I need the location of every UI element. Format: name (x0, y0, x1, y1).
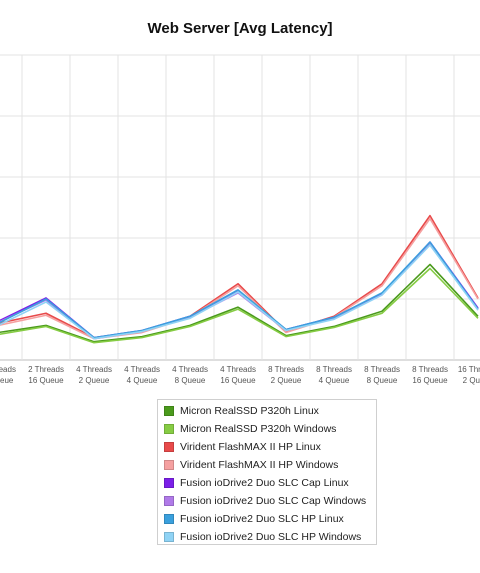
x-tick-label: 4 Threads 8 Queue (172, 365, 208, 385)
x-tick-label: 4 Threads 16 Queue (220, 365, 256, 385)
legend-label: Micron RealSSD P320h Windows (180, 423, 337, 435)
legend-swatch (164, 496, 174, 506)
series-line-4 (0, 217, 479, 340)
chart-title: Web Server [Avg Latency] (147, 20, 333, 37)
series-lines (0, 214, 479, 344)
legend-entry: Virident FlashMAX II HP Windows (164, 456, 376, 474)
legend-swatch (164, 478, 174, 488)
series-line-8 (0, 244, 479, 340)
series-line-7 (0, 241, 479, 339)
x-tick-label: 4 Threads 2 Queue (76, 365, 112, 385)
legend-label: Fusion ioDrive2 Duo SLC Cap Windows (180, 495, 367, 507)
legend-swatch (164, 514, 174, 524)
series-line-1 (0, 263, 479, 343)
legend-label: Fusion ioDrive2 Duo SLC Cap Linux (180, 477, 349, 489)
legend-swatch (164, 424, 174, 434)
x-tick-label: 2 Threads 16 Queue (28, 365, 64, 385)
legend-swatch (164, 460, 174, 470)
legend-entry: Fusion ioDrive2 Duo SLC HP Linux (164, 510, 376, 528)
legend-entry: Fusion ioDrive2 Duo SLC Cap Windows (164, 492, 376, 510)
legend-label: Virident FlashMAX II HP Windows (180, 459, 339, 471)
legend-swatch (164, 442, 174, 452)
legend-entry: Fusion ioDrive2 Duo SLC Cap Linux (164, 474, 376, 492)
x-tick-label: 8 Threads 2 Queue (268, 365, 304, 385)
series-line-3 (0, 214, 479, 339)
legend-label: Virident FlashMAX II HP Linux (180, 441, 321, 453)
legend-entry: Micron RealSSD P320h Windows (164, 420, 376, 438)
legend-entry: Fusion ioDrive2 Duo SLC HP Windows (164, 528, 376, 546)
legend-swatch (164, 406, 174, 416)
legend-entry: Micron RealSSD P320h Linux (164, 402, 376, 420)
x-tick-label: 8 Threads 4 Queue (316, 365, 352, 385)
x-tick-label: 4 Threads 4 Queue (124, 365, 160, 385)
legend-label: Fusion ioDrive2 Duo SLC HP Linux (180, 513, 344, 525)
x-tick-label: 8 Threads 16 Queue (412, 365, 448, 385)
legend-label: Fusion ioDrive2 Duo SLC HP Windows (180, 531, 362, 543)
legend-entry: Virident FlashMAX II HP Linux (164, 438, 376, 456)
grid-lines (0, 54, 480, 361)
legend: Micron RealSSD P320h Linux Micron RealSSD… (157, 399, 377, 545)
legend-swatch (164, 532, 174, 542)
x-tick-label: 8 Threads 8 Queue (364, 365, 400, 385)
series-line-2 (0, 267, 479, 344)
legend-label: Micron RealSSD P320h Linux (180, 405, 319, 417)
